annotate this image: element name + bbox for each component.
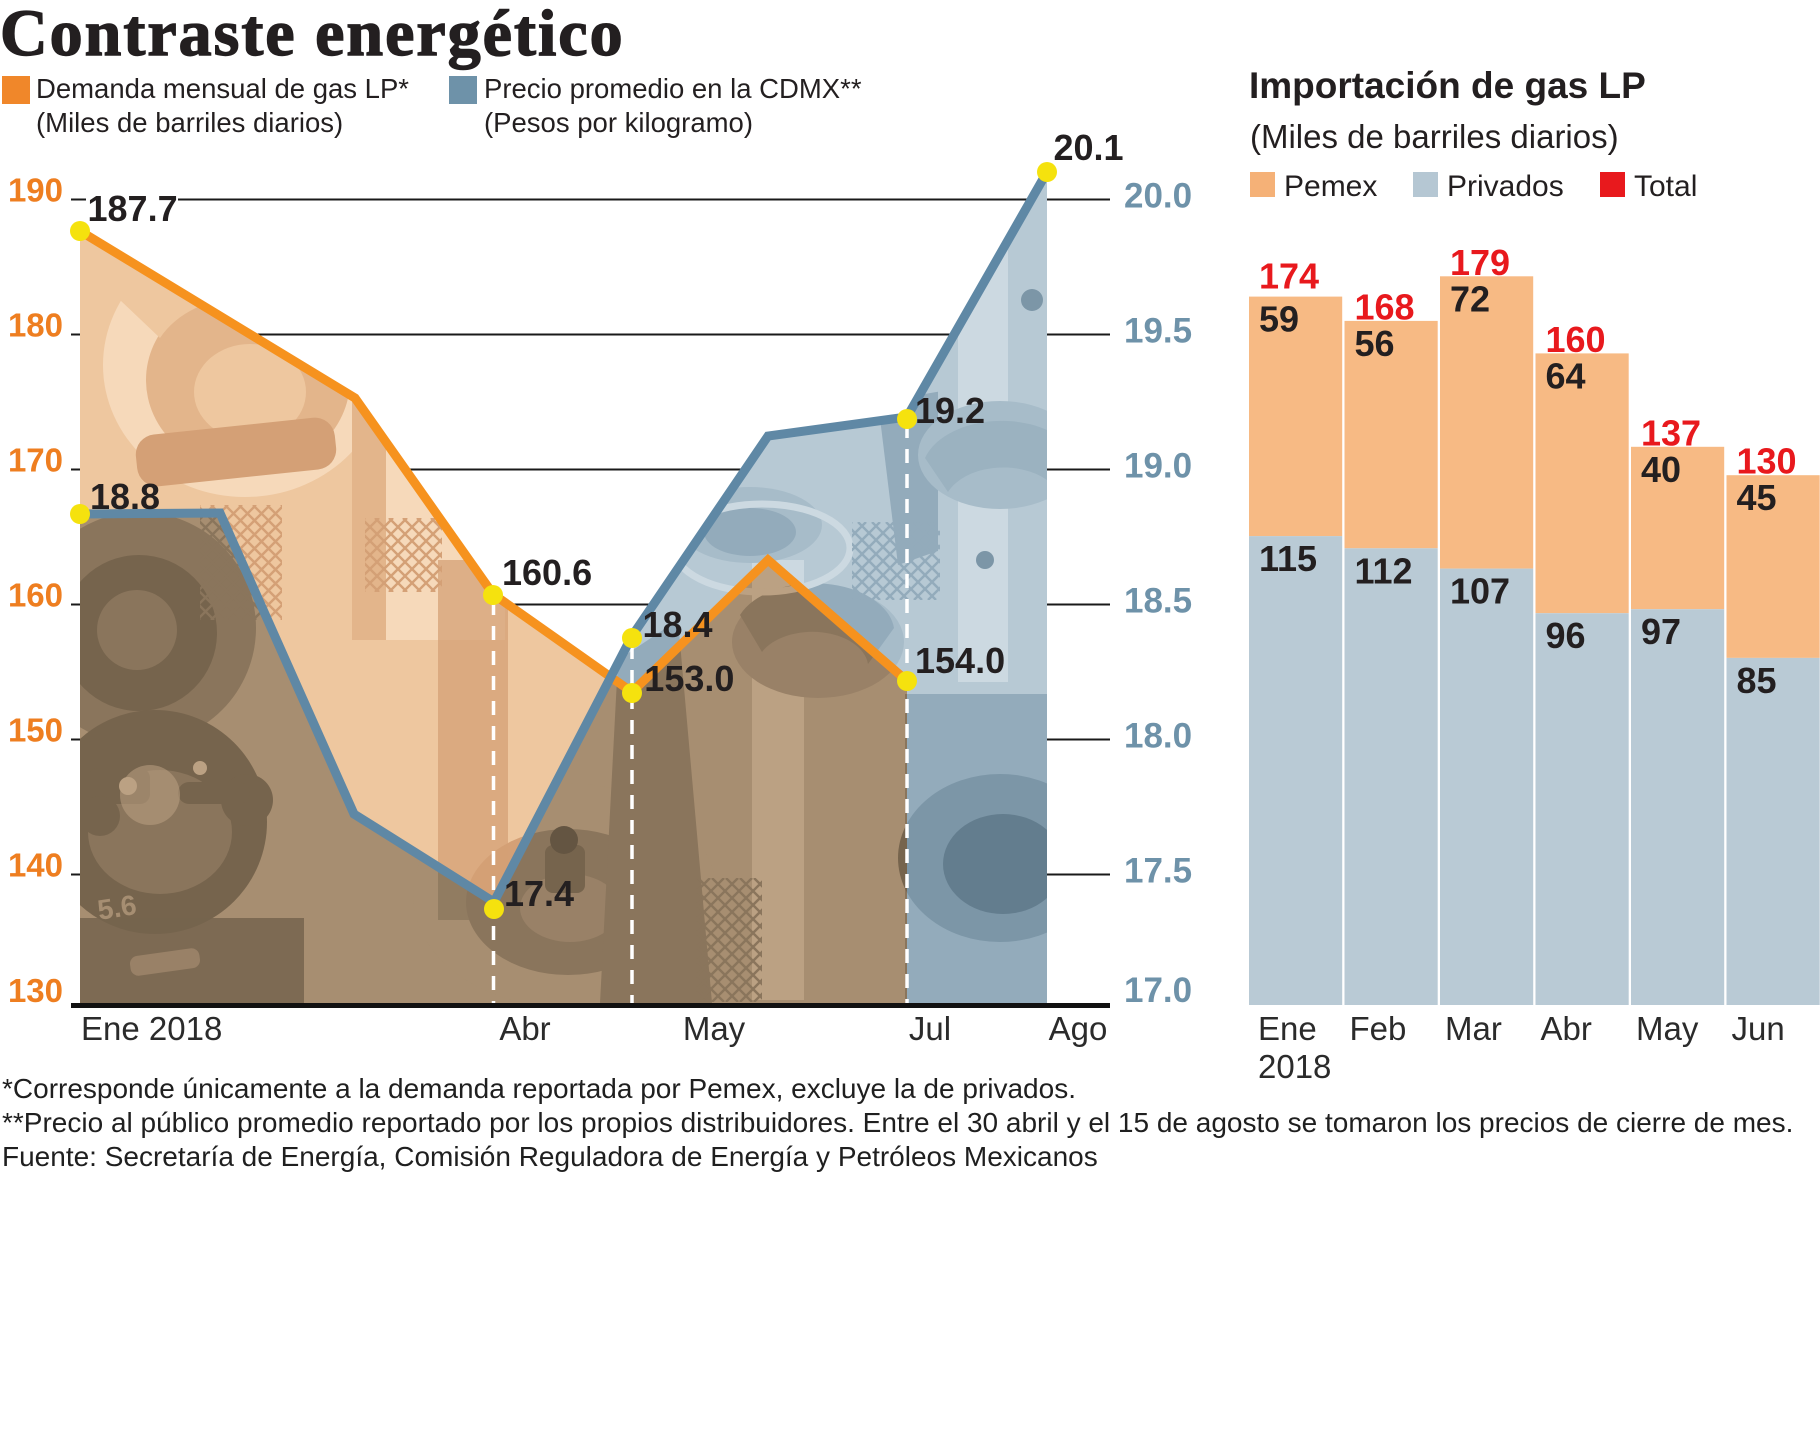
svg-text:85: 85 [1737,660,1777,701]
svg-text:64: 64 [1546,355,1586,396]
svg-text:*Corresponde únicamente a la d: *Corresponde únicamente a la demanda rep… [2,1073,1076,1104]
svg-text:140: 140 [8,847,63,884]
svg-text:18.5: 18.5 [1124,582,1192,621]
svg-text:19.5: 19.5 [1124,312,1192,351]
svg-text:187.7: 187.7 [88,188,178,229]
svg-text:130: 130 [8,972,63,1009]
svg-text:154.0: 154.0 [915,640,1005,681]
svg-text:160: 160 [8,577,63,614]
svg-text:72: 72 [1450,278,1490,319]
svg-text:Total: Total [1634,170,1697,203]
svg-text:Importación de gas LP: Importación de gas LP [1249,65,1646,106]
svg-text:115: 115 [1259,538,1317,579]
svg-text:Mar: Mar [1445,1010,1502,1047]
svg-text:96: 96 [1546,615,1586,656]
svg-text:17.4: 17.4 [504,873,574,914]
svg-text:153.0: 153.0 [644,658,734,699]
svg-text:59: 59 [1259,299,1299,340]
svg-text:174: 174 [1259,256,1319,297]
svg-text:17.5: 17.5 [1124,852,1192,891]
svg-text:Demanda mensual de gas LP*: Demanda mensual de gas LP* [36,73,409,104]
svg-text:Fuente: Secretaría de Energía,: Fuente: Secretaría de Energía, Comisión … [2,1141,1098,1172]
svg-text:112: 112 [1355,550,1413,591]
svg-text:May: May [683,1010,746,1047]
svg-text:Ene 2018: Ene 2018 [81,1010,222,1047]
svg-text:56: 56 [1355,323,1395,364]
svg-text:18.8: 18.8 [90,476,160,517]
svg-text:**Precio al público promedio r: **Precio al público promedio reportado p… [2,1107,1793,1138]
svg-text:Contraste energético: Contraste energético [0,0,625,70]
svg-text:170: 170 [8,442,63,479]
svg-text:May: May [1636,1010,1699,1047]
svg-text:179: 179 [1450,242,1510,283]
svg-text:Pemex: Pemex [1284,170,1377,203]
svg-text:18.0: 18.0 [1124,717,1192,756]
svg-text:137: 137 [1641,412,1701,453]
svg-text:40: 40 [1641,449,1681,490]
svg-text:(Miles de barriles diarios): (Miles de barriles diarios) [1250,118,1619,155]
svg-text:160.6: 160.6 [502,552,592,593]
svg-text:150: 150 [8,712,63,749]
svg-text:2018: 2018 [1258,1048,1331,1085]
svg-text:Jul: Jul [909,1010,951,1047]
svg-text:Precio promedio en la CDMX**: Precio promedio en la CDMX** [484,73,862,104]
svg-text:190: 190 [8,172,63,209]
svg-text:168: 168 [1355,286,1415,327]
svg-text:20.1: 20.1 [1054,127,1124,168]
svg-text:19.0: 19.0 [1124,447,1192,486]
svg-text:19.2: 19.2 [915,390,985,431]
svg-text:Abr: Abr [499,1010,550,1047]
svg-text:(Miles de barriles diarios): (Miles de barriles diarios) [36,107,343,138]
svg-text:Jun: Jun [1732,1010,1785,1047]
svg-text:Abr: Abr [1541,1010,1592,1047]
svg-text:160: 160 [1546,319,1606,360]
svg-text:Ago: Ago [1049,1010,1108,1047]
svg-text:107: 107 [1450,571,1510,612]
svg-text:97: 97 [1641,611,1681,652]
svg-text:Feb: Feb [1350,1010,1407,1047]
svg-text:20.0: 20.0 [1124,177,1192,216]
svg-text:Privados: Privados [1447,170,1564,203]
svg-text:180: 180 [8,307,63,344]
svg-text:130: 130 [1737,441,1797,482]
svg-text:(Pesos por kilogramo): (Pesos por kilogramo) [484,107,753,138]
svg-text:Ene: Ene [1258,1010,1317,1047]
svg-text:45: 45 [1737,477,1777,518]
svg-text:17.0: 17.0 [1124,971,1192,1010]
svg-text:18.4: 18.4 [643,604,713,645]
